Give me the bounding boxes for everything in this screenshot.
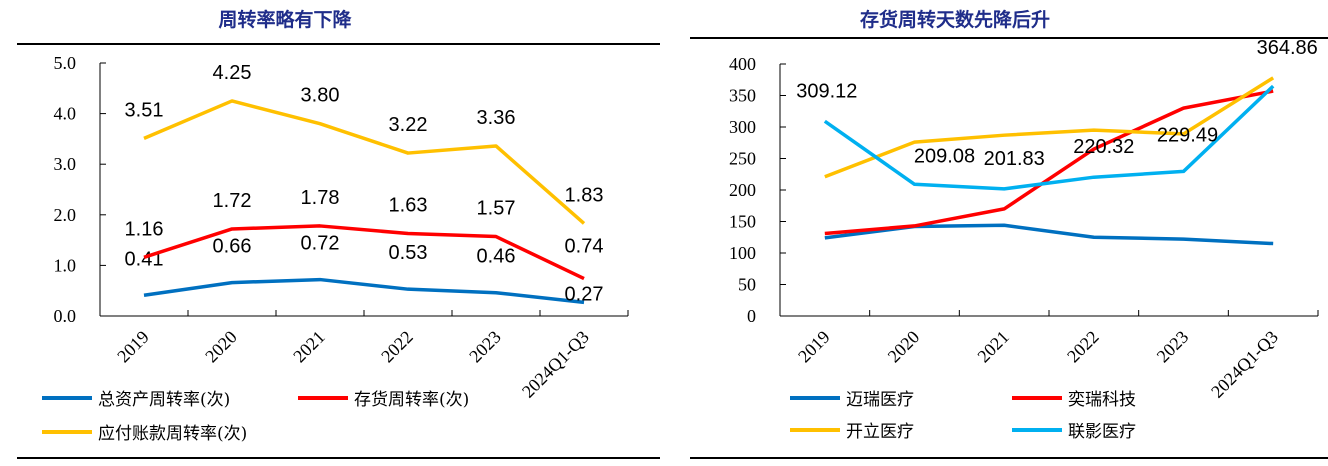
data-label: 1.16 xyxy=(125,218,164,240)
series-line xyxy=(824,89,1274,236)
y-tick-label: 2.0 xyxy=(54,205,77,225)
chart-1: 周转率略有下降 0.0 1.0 2.0 3.0 4.0 5.0 2019 2020 2021 202… xyxy=(17,8,660,459)
y-tick-label: 4.0 xyxy=(54,104,77,124)
data-label: 0.66 xyxy=(213,236,252,258)
data-label: 229.49 xyxy=(1157,124,1218,146)
data-label: 0.27 xyxy=(565,283,604,305)
x-tick-label: 2020 xyxy=(201,327,241,367)
y-tick-label: 400 xyxy=(729,54,756,74)
series-line xyxy=(143,224,585,281)
x-tick-label: 2024Q1-Q3 xyxy=(1207,327,1282,402)
data-label: 3.80 xyxy=(301,85,340,107)
series-3 xyxy=(824,76,1275,179)
y-tick-label: 100 xyxy=(729,243,756,263)
data-label: 0.74 xyxy=(565,236,604,258)
x-tick-label: 2022 xyxy=(377,327,417,367)
y-tick-label: 300 xyxy=(729,117,756,137)
y-tick-label: 50 xyxy=(738,275,756,295)
legend-label: 奕瑞科技 xyxy=(1068,390,1136,410)
data-label: 4.25 xyxy=(213,62,252,84)
legend-item: 总资产周转率(次) xyxy=(42,390,230,410)
x-tick-label: 2023 xyxy=(465,327,505,367)
y-tick-label: 200 xyxy=(729,180,756,200)
y-tick-label: 0 xyxy=(747,306,756,326)
data-label: 3.36 xyxy=(477,107,516,129)
data-label: 3.51 xyxy=(125,99,164,121)
x-tick-label: 2023 xyxy=(1153,327,1193,367)
y-tick-label: 1.0 xyxy=(54,255,77,275)
y-tick-label: 150 xyxy=(729,212,756,232)
data-label: 0.46 xyxy=(477,246,516,268)
data-label: 0.72 xyxy=(301,233,340,255)
legend-item: 应付账款周转率(次) xyxy=(42,424,247,444)
x-tick-label: 2021 xyxy=(973,327,1013,367)
data-label: 309.12 xyxy=(796,80,857,102)
legend-label: 迈瑞医疗 xyxy=(846,390,914,410)
chart-title: 存货周转天数先降后升 xyxy=(860,8,1050,31)
data-label: 201.83 xyxy=(984,148,1045,170)
series-2: 1.16 1.72 1.78 1.63 1.57 0.74 xyxy=(125,187,604,281)
series-3: 3.51 4.25 3.80 3.22 3.36 1.83 xyxy=(125,62,604,225)
chart-2: 存货周转天数先降后升 0 50 100 150 200 250 300 350 400 2019 20… xyxy=(690,8,1328,459)
legend-item: 奕瑞科技 xyxy=(1012,390,1136,410)
legend-item: 开立医疗 xyxy=(790,422,914,442)
data-label: 1.78 xyxy=(301,187,340,209)
legend-label: 总资产周转率(次) xyxy=(98,390,230,410)
y-tick-label: 350 xyxy=(729,86,756,106)
legend-label: 联影医疗 xyxy=(1068,422,1136,442)
legend-label: 应付账款周转率(次) xyxy=(98,424,247,444)
x-tick-label: 2024Q1-Q3 xyxy=(518,327,593,402)
legend-item: 存货周转率(次) xyxy=(298,390,469,410)
series-1: 0.410.66 0.72 0.53 0.460.27 xyxy=(125,233,604,306)
data-label: 1.72 xyxy=(213,190,252,212)
data-label: 220.32 xyxy=(1073,136,1134,158)
series-line xyxy=(823,84,1275,191)
series-line xyxy=(143,277,585,305)
data-label: 209.08 xyxy=(914,145,975,167)
y-tick-label: 5.0 xyxy=(54,53,77,73)
series-line xyxy=(143,99,586,225)
x-tick-label: 2020 xyxy=(884,327,924,367)
data-label: 1.57 xyxy=(477,198,516,220)
y-tick-label: 250 xyxy=(729,149,756,169)
legend-label: 开立医疗 xyxy=(846,422,914,442)
data-label: 1.83 xyxy=(565,184,604,206)
chart-title: 周转率略有下降 xyxy=(218,8,352,31)
data-label: 1.63 xyxy=(389,195,428,217)
legend-item: 联影医疗 xyxy=(1012,422,1136,442)
y-tick-label: 0.0 xyxy=(54,306,77,326)
x-tick-label: 2019 xyxy=(113,327,153,367)
x-tick-label: 2022 xyxy=(1063,327,1103,367)
data-label: 0.53 xyxy=(389,242,428,264)
legend-item: 迈瑞医疗 xyxy=(790,390,914,410)
data-label: 364.86 xyxy=(1257,37,1318,59)
data-label: 3.22 xyxy=(389,114,428,136)
series-line xyxy=(824,76,1275,179)
series-4: 309.12 209.08 201.83 220.32 229.49 364.86 xyxy=(796,37,1318,191)
y-tick-label: 3.0 xyxy=(54,154,77,174)
legend-label: 存货周转率(次) xyxy=(354,390,469,410)
x-tick-label: 2021 xyxy=(289,327,329,367)
series-2 xyxy=(824,89,1274,236)
x-tick-label: 2019 xyxy=(794,327,834,367)
